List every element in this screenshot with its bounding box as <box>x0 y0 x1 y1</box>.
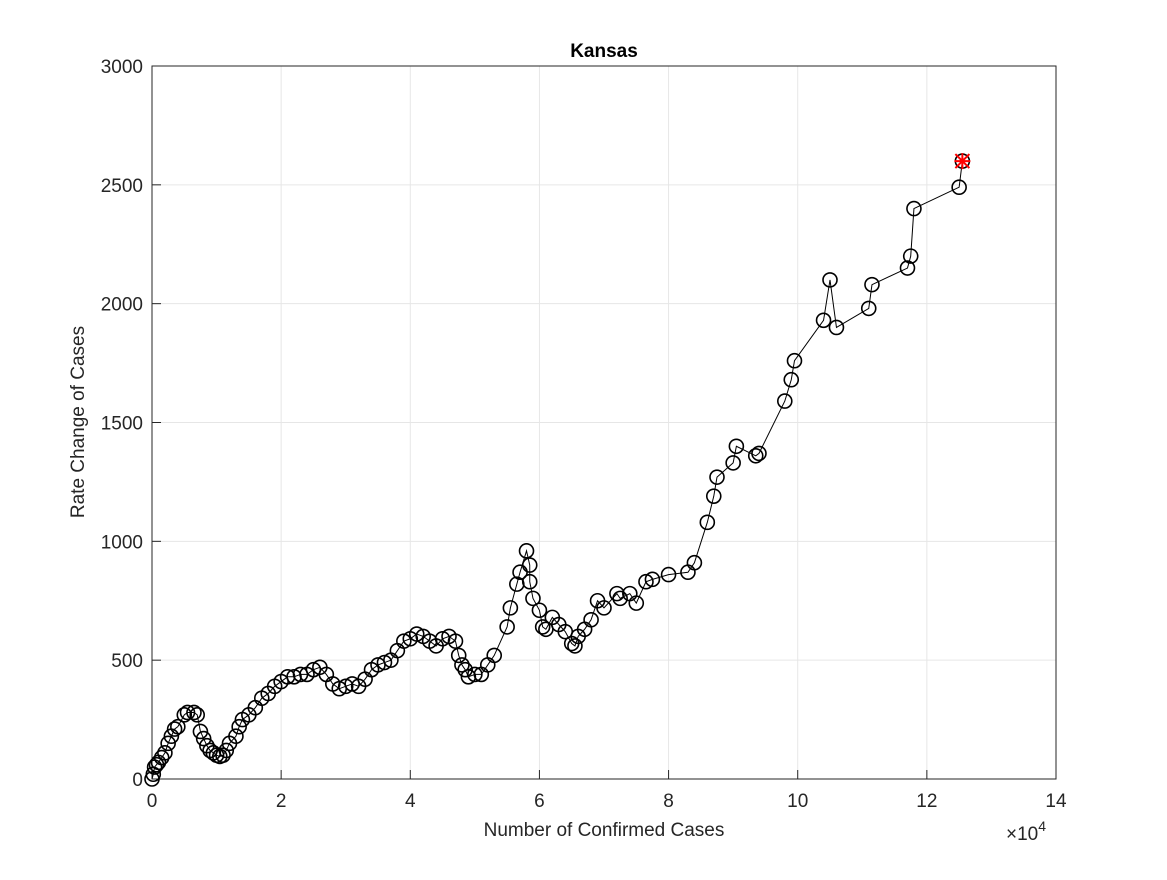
data-point <box>906 200 922 217</box>
data-point <box>189 707 205 723</box>
data-point <box>644 571 661 588</box>
data-point <box>176 707 193 723</box>
x-tick-label: 14 <box>1045 791 1067 812</box>
data-point <box>521 557 538 573</box>
data-point <box>686 554 703 571</box>
data-point <box>531 602 548 619</box>
chart-title: Kansas <box>570 41 638 62</box>
data-point <box>215 747 231 764</box>
data-point <box>454 657 470 673</box>
y-tick-label: 0 <box>132 770 143 791</box>
data-point <box>709 469 725 485</box>
data-point <box>628 595 645 611</box>
data-point <box>751 445 767 462</box>
data-point <box>860 300 877 317</box>
data-point <box>396 633 412 649</box>
data-point <box>166 721 183 737</box>
x-tick-label: 10 <box>787 791 808 812</box>
data-point <box>231 718 247 735</box>
y-tick-label: 1500 <box>101 414 143 435</box>
data-point <box>450 647 467 664</box>
data-point <box>179 704 196 721</box>
data-point <box>864 276 880 293</box>
data-point <box>612 590 628 607</box>
data-point <box>567 638 583 654</box>
data-point <box>638 573 654 590</box>
data-point <box>376 654 393 671</box>
y-tick-label: 1000 <box>101 532 143 553</box>
data-point <box>699 514 716 531</box>
x-tick-label: 6 <box>534 791 545 812</box>
data-point <box>157 745 173 761</box>
data-point <box>776 393 793 409</box>
data-point <box>337 678 354 695</box>
x-tick-label: 2 <box>276 791 287 812</box>
y-axis-label: Rate Change of Cases <box>68 326 89 518</box>
x-tick-label: 4 <box>405 791 416 812</box>
data-point <box>783 371 800 388</box>
data-point <box>815 312 832 329</box>
data-point <box>228 728 244 745</box>
x-tick-label: 0 <box>147 791 158 812</box>
data-point <box>186 704 202 721</box>
data-point <box>408 626 425 642</box>
data-point <box>951 179 967 196</box>
y-tick-label: 3000 <box>101 57 143 78</box>
data-point <box>153 749 170 766</box>
highlight-marker <box>954 153 971 170</box>
y-tick-label: 2000 <box>101 295 143 316</box>
x-axis-label: Number of Confirmed Cases <box>484 820 725 841</box>
data-point <box>899 260 916 276</box>
y-tick-label: 2500 <box>101 176 143 197</box>
data-point <box>583 611 599 628</box>
data-point <box>195 730 212 747</box>
data-point <box>502 600 519 616</box>
x-tick-label: 12 <box>916 791 937 812</box>
data-point <box>447 633 464 649</box>
x-multiplier: ×104 <box>1006 818 1046 845</box>
y-tick-label: 500 <box>111 651 143 672</box>
data-point <box>170 718 186 735</box>
data-point <box>822 272 838 288</box>
data-point <box>521 573 538 590</box>
data-point <box>518 543 535 559</box>
x-tick-label: 8 <box>663 791 674 812</box>
data-point <box>596 600 612 616</box>
data-point <box>525 590 541 607</box>
x-multiplier-exponent: 4 <box>1038 818 1046 834</box>
data-point <box>499 619 515 635</box>
data-point <box>786 352 803 369</box>
data-point <box>725 455 741 471</box>
data-point <box>728 438 745 455</box>
x-multiplier-base: ×10 <box>1006 824 1038 845</box>
data-point <box>747 447 764 464</box>
data-point <box>902 248 919 264</box>
data-point <box>609 585 625 602</box>
data-point <box>486 647 503 664</box>
data-point <box>467 666 483 683</box>
data-point <box>218 742 235 759</box>
data-point <box>192 723 209 740</box>
data-point <box>457 661 473 678</box>
data-point <box>534 619 551 635</box>
data-point <box>660 566 677 583</box>
plot-frame <box>151 65 1057 780</box>
data-point <box>705 488 722 504</box>
data-point <box>828 319 845 336</box>
data-point <box>160 735 176 752</box>
